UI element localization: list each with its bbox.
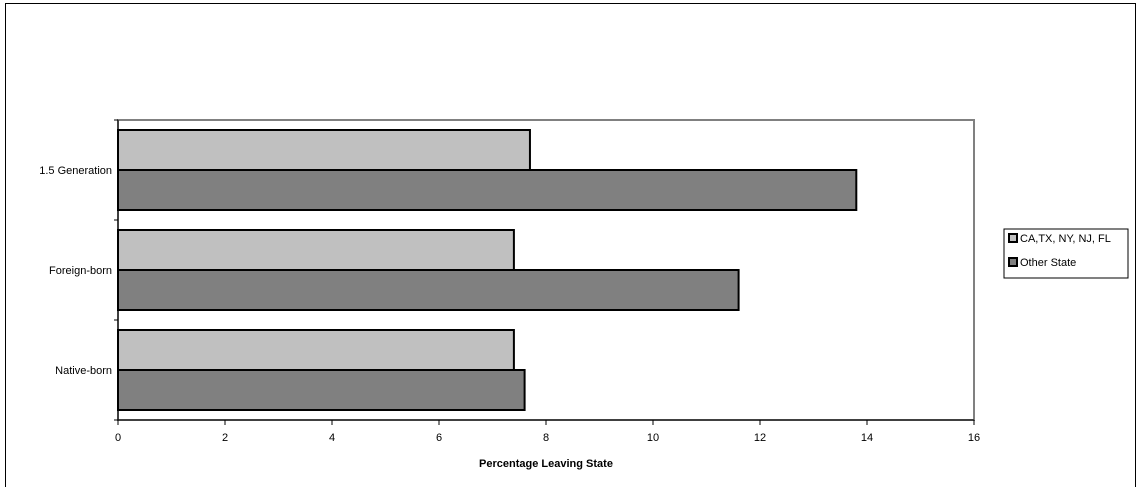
y-axis: 1.5 Generation Foreign-born Native-born	[39, 119, 119, 421]
x-tick-label: 10	[647, 432, 659, 444]
bar-native-born-series-2	[117, 369, 526, 411]
x-tick-label: 4	[329, 432, 335, 444]
y-tick-label: Foreign-born	[49, 265, 112, 277]
legend-swatch-2	[1008, 257, 1018, 267]
y-tick-label: 1.5 Generation	[39, 165, 112, 177]
y-tick-label: Native-born	[55, 365, 112, 377]
bar-foreign-born-series-1	[117, 229, 515, 271]
legend-swatch-1	[1008, 233, 1018, 243]
x-tick-label: 12	[754, 432, 766, 444]
legend-label-2: Other State	[1020, 257, 1076, 269]
bar-foreign-born-series-2	[117, 269, 740, 311]
x-tick-label: 8	[543, 432, 549, 444]
x-axis: 0 2 4 6 8 10 12 14 16	[115, 419, 980, 444]
x-tick-label: 6	[436, 432, 442, 444]
bar-native-born-series-1	[117, 329, 515, 371]
legend-label-1: CA,TX, NY, NJ, FL	[1020, 233, 1111, 245]
bar-1-5-generation-series-1	[117, 129, 531, 171]
x-tick-label: 16	[968, 432, 980, 444]
x-tick-label: 14	[861, 432, 873, 444]
chart-frame	[5, 3, 1136, 487]
legend-box	[1003, 228, 1129, 279]
x-axis-title: Percentage Leaving State	[479, 458, 613, 470]
x-tick-label: 0	[115, 432, 121, 444]
legend: CA,TX, NY, NJ, FL Other State	[1003, 228, 1129, 279]
bar-1-5-generation-series-2	[117, 169, 858, 211]
x-tick-label: 2	[222, 432, 228, 444]
